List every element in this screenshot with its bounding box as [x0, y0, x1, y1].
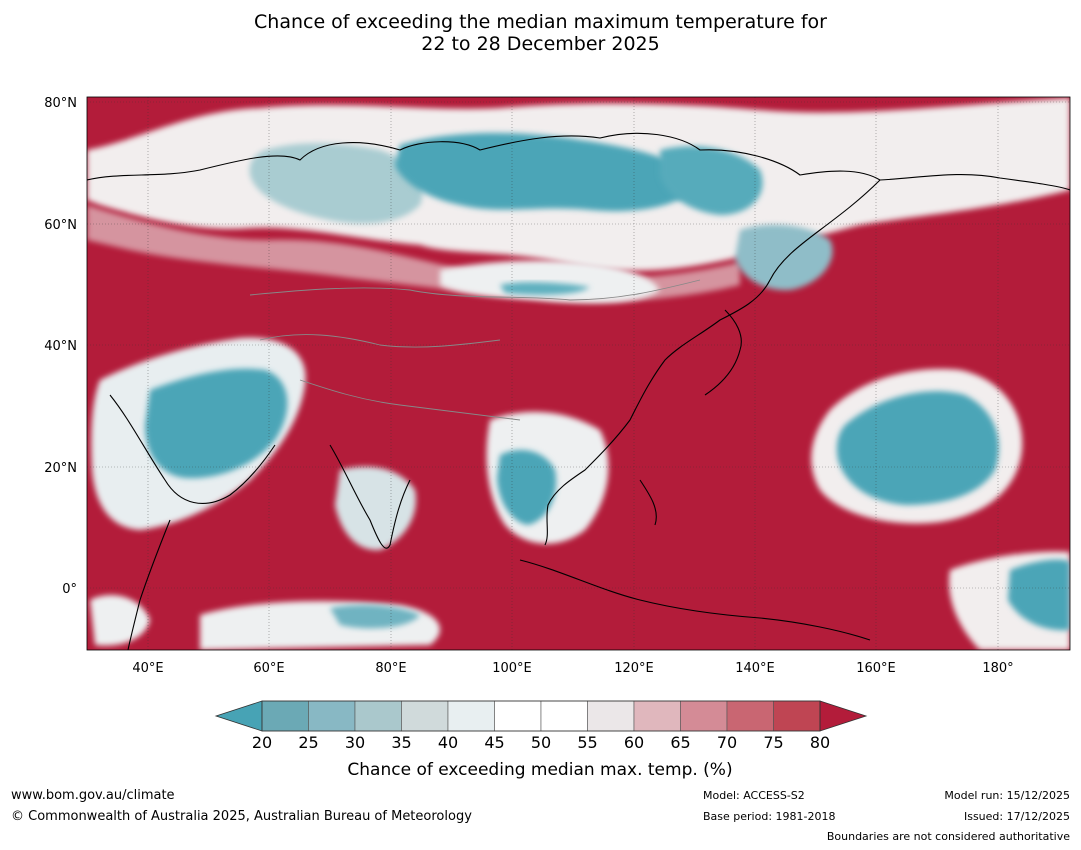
lat-label-40n: 40°N	[44, 339, 77, 354]
country-boundaries	[249, 279, 701, 421]
model-name: Model: ACCESS-S2	[703, 789, 805, 802]
map-title-line-1: Chance of exceeding the median maximum t…	[254, 11, 827, 33]
boundaries-disclaimer: Boundaries are not considered authoritat…	[826, 830, 1070, 843]
colorbar-cell	[354, 700, 402, 732]
lon-label-80e: 80°E	[375, 661, 406, 676]
siberia-cool-central	[395, 133, 700, 212]
sahel-neutral-patch	[90, 595, 150, 646]
colorbar-tick-label: 70	[717, 733, 737, 752]
map-title-line-2: 22 to 28 December 2025	[421, 33, 660, 55]
copyright-text: © Commonwealth of Australia 2025, Austra…	[11, 809, 472, 824]
colorbar-cell	[401, 700, 449, 732]
equatorial-east-cool-patch	[1008, 559, 1070, 631]
colorbar-outline	[261, 700, 821, 732]
lat-label-0: 0°	[62, 582, 77, 597]
india-neutral-patch	[335, 466, 416, 551]
maritime-se-asia-coastline	[519, 559, 871, 641]
colorbar-cell	[726, 700, 774, 732]
latitude-labels: 80°N 60°N 40°N 20°N 0°	[44, 96, 77, 597]
colorbar-tick-labels: 20 25 30 35 40 45 50 55 60 65 70 75 80	[252, 733, 830, 752]
colorbar-tick-label: 80	[810, 733, 830, 752]
issued-date: Issued: 17/12/2025	[963, 810, 1070, 823]
colorbar: 20 25 30 35 40 45 50 55 60 65 70 75 80 Chance of exc…	[214, 700, 868, 780]
lon-label-40e: 40°E	[132, 661, 163, 676]
south-asia-boundary	[299, 379, 521, 421]
website-link[interactable]: www.bom.gov.au/climate	[11, 788, 175, 803]
siberia-cool-west	[249, 143, 423, 224]
equatorial-west-cool-patch	[330, 604, 420, 629]
central-asia-boundary	[259, 334, 501, 348]
colorbar-over-arrow	[819, 700, 868, 732]
colorbar-tick-label: 45	[484, 733, 504, 752]
east-africa-coastline	[127, 519, 171, 650]
colorbar-tick-label: 50	[531, 733, 551, 752]
base-period: Base period: 1981-2018	[703, 810, 836, 823]
colorbar-cell	[308, 700, 356, 732]
japan-coastline	[704, 309, 742, 396]
colorbar-under-arrow	[214, 700, 263, 732]
colorbar-cell	[587, 700, 635, 732]
colorbar-tick-label: 40	[438, 733, 458, 752]
lon-label-160e: 160°E	[856, 661, 896, 676]
colorbar-cell	[633, 700, 681, 732]
colorbar-tick-label: 55	[577, 733, 597, 752]
colorbar-tick-label: 30	[345, 733, 365, 752]
colorbar-cell	[680, 700, 728, 732]
model-run-date: Model run: 15/12/2025	[944, 789, 1070, 802]
colorbar-tick-label: 65	[670, 733, 690, 752]
coastlines	[87, 132, 1070, 650]
forecast-map-figure: 80°N 60°N 40°N 20°N 0° 40°E 60°E 80°E 10…	[44, 96, 1071, 780]
lon-label-180: 180°	[982, 661, 1013, 676]
arctic-coastline	[87, 132, 1070, 191]
philippines-coastline	[639, 479, 657, 526]
russia-boundary	[249, 279, 701, 301]
map-frame	[86, 96, 1071, 651]
middle-east-cool-patch	[145, 368, 288, 479]
lat-label-20n: 20°N	[44, 461, 77, 476]
colorbar-tick-label: 25	[298, 733, 318, 752]
colorbar-tick-label: 20	[252, 733, 272, 752]
siberia-cool-east	[660, 146, 763, 215]
lon-label-140e: 140°E	[735, 661, 775, 676]
east-asia-coastline	[544, 179, 881, 546]
northern-pink-band	[87, 205, 740, 302]
colorbar-cell	[494, 700, 542, 732]
mongolia-neutral-patch	[440, 260, 660, 303]
graticule	[87, 97, 1070, 650]
arabian-coastline	[109, 394, 276, 504]
colorbar-cell	[261, 700, 309, 732]
colorbar-cells	[261, 700, 821, 732]
colorbar-label: Chance of exceeding median max. temp. (%…	[347, 760, 732, 780]
lon-label-60e: 60°E	[253, 661, 284, 676]
mongolia-cool-streak	[500, 282, 590, 295]
colorbar-cell	[773, 700, 821, 732]
kamchatka-cool-patch	[735, 224, 833, 291]
probability-field	[87, 98, 1070, 650]
indian-coastline	[329, 444, 411, 549]
lat-label-60n: 60°N	[44, 218, 77, 233]
colorbar-tick-label: 35	[391, 733, 411, 752]
pacific-cool-patch	[836, 391, 999, 505]
colorbar-cell	[540, 700, 588, 732]
lon-label-100e: 100°E	[492, 661, 532, 676]
southeast-asia-cool-patch	[497, 450, 557, 525]
colorbar-tick-label: 75	[763, 733, 783, 752]
lon-label-120e: 120°E	[614, 661, 654, 676]
lat-label-80n: 80°N	[44, 96, 77, 111]
colorbar-cell	[447, 700, 495, 732]
colorbar-tick-label: 60	[624, 733, 644, 752]
longitude-labels: 40°E 60°E 80°E 100°E 120°E 140°E 160°E 1…	[132, 661, 1013, 676]
equatorial-west-neutral-patch	[200, 601, 440, 650]
